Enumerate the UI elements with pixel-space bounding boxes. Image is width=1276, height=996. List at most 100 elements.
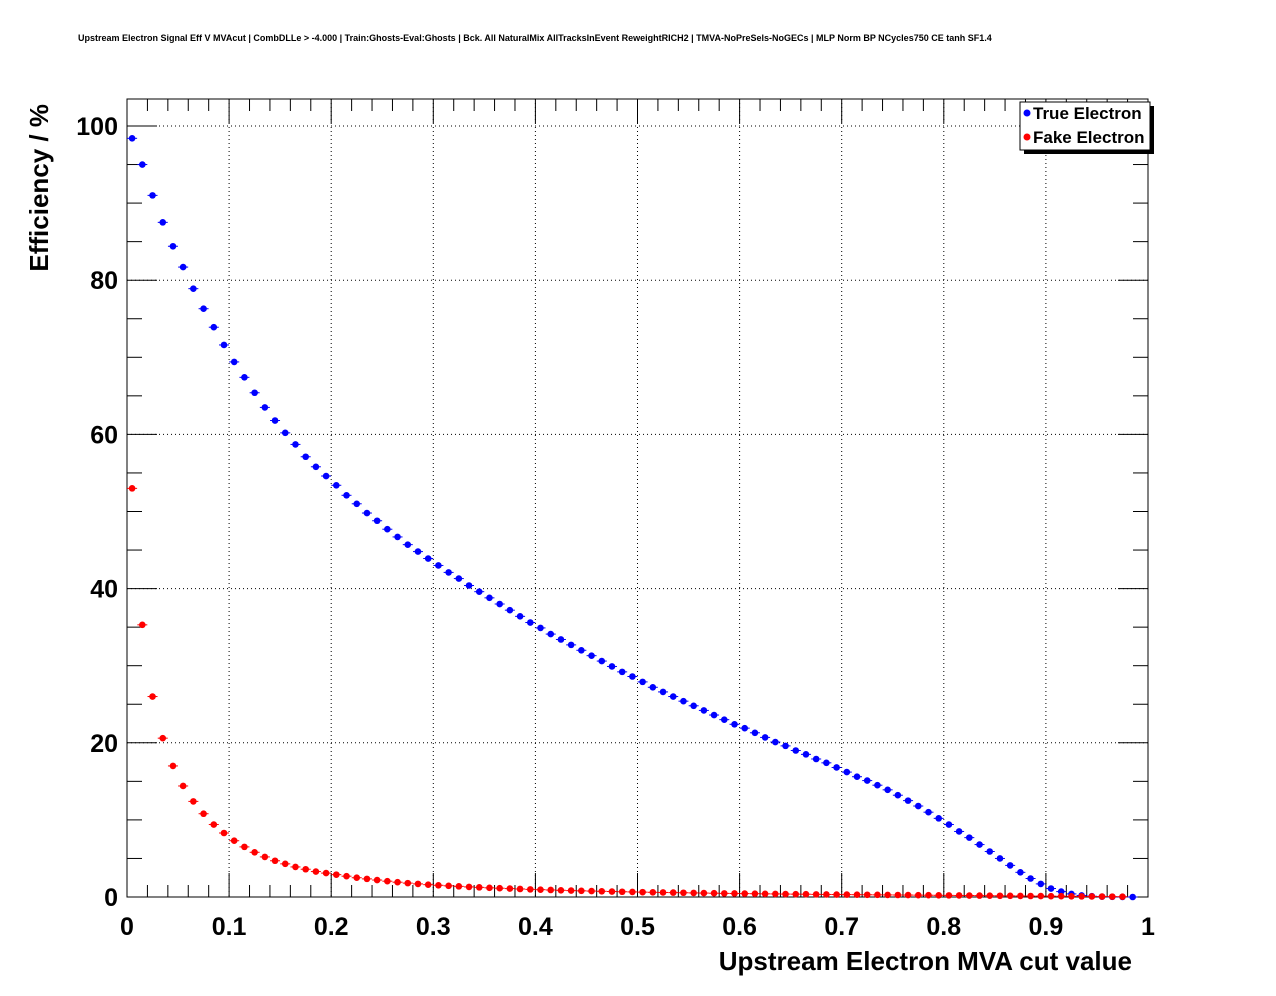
series-fake-electron	[127, 485, 1128, 900]
data-point	[322, 869, 330, 877]
data-point	[690, 702, 697, 710]
data-point	[516, 885, 524, 893]
data-point	[128, 135, 136, 142]
data-point	[1088, 893, 1096, 900]
data-point	[772, 890, 779, 898]
data-point	[363, 509, 371, 517]
axis-ticks	[126, 99, 1149, 898]
data-point	[1108, 893, 1116, 900]
x-tick-label: 0	[120, 913, 134, 941]
data-point	[700, 889, 708, 897]
data-point	[1017, 869, 1024, 876]
data-point	[159, 734, 167, 742]
data-point	[578, 646, 585, 654]
data-point	[833, 891, 840, 898]
data-point	[823, 891, 830, 898]
data-point	[1006, 862, 1014, 869]
data-point	[251, 848, 258, 856]
data-point	[445, 882, 452, 890]
data-point	[720, 890, 728, 897]
data-point	[424, 881, 432, 888]
data-point	[281, 429, 289, 437]
data-point	[200, 305, 207, 313]
data-point	[333, 481, 340, 489]
legend-box	[1019, 101, 1151, 151]
y-tick-label: 20	[90, 730, 118, 758]
data-point	[292, 441, 299, 448]
data-point	[424, 555, 432, 562]
data-point	[373, 517, 381, 525]
data-point	[363, 875, 371, 883]
data-point	[986, 892, 994, 899]
data-point	[966, 834, 973, 841]
data-point	[241, 374, 248, 381]
data-point	[782, 890, 789, 898]
legend-marker-fake-electron	[1023, 133, 1031, 141]
data-point	[925, 808, 932, 816]
series-layer	[127, 135, 1138, 901]
data-point	[863, 891, 871, 899]
x-tick-label: 0.8	[926, 913, 961, 941]
data-point	[139, 161, 146, 168]
legend-marker-true-electron	[1023, 109, 1031, 117]
tick-labels: 0 0.1 0.2 0.3 0.4 0.5 0.6 0.7 0.8 0.9 1 0 20 40 60 80 10…	[76, 113, 1155, 941]
data-point	[1119, 893, 1126, 900]
data-point	[230, 358, 238, 366]
data-point	[1098, 893, 1106, 900]
data-point	[455, 883, 463, 890]
data-point	[486, 884, 493, 892]
data-point	[404, 541, 412, 548]
data-point	[251, 389, 258, 397]
data-point	[659, 889, 667, 896]
data-point	[333, 871, 340, 878]
data-point	[169, 762, 177, 770]
data-point	[598, 887, 606, 895]
x-tick-label: 0.4	[518, 913, 553, 941]
data-point	[1027, 892, 1034, 900]
data-point	[1057, 888, 1065, 895]
x-tick-label: 0.5	[620, 913, 655, 941]
data-point	[241, 843, 248, 851]
data-point	[557, 636, 565, 643]
data-point	[149, 693, 156, 700]
data-point	[1129, 893, 1136, 901]
data-point	[863, 777, 871, 784]
y-tick-label: 0	[104, 884, 118, 912]
data-point	[588, 652, 595, 659]
series-true-electron	[127, 135, 1138, 901]
data-point	[639, 678, 646, 686]
data-point	[200, 810, 207, 818]
data-point	[914, 802, 922, 810]
data-point	[281, 860, 289, 868]
data-point	[537, 886, 544, 893]
data-point	[1047, 892, 1055, 900]
data-point	[955, 892, 963, 899]
data-point	[680, 889, 687, 897]
data-point	[384, 877, 391, 885]
data-point	[547, 886, 555, 894]
data-point	[884, 786, 891, 794]
data-point	[894, 891, 902, 899]
chart-title: Upstream Electron Signal Eff V MVAcut | …	[78, 33, 992, 43]
data-point	[230, 837, 238, 845]
data-point	[700, 707, 708, 714]
data-point	[220, 341, 228, 349]
data-point	[731, 720, 738, 728]
data-point	[914, 891, 922, 899]
data-point	[343, 872, 350, 880]
y-tick-label: 80	[90, 267, 118, 295]
data-point	[557, 886, 565, 894]
data-point	[1037, 892, 1045, 900]
data-point	[874, 781, 881, 789]
data-point	[618, 668, 626, 676]
data-point	[935, 892, 942, 899]
data-point	[128, 485, 136, 492]
data-point	[649, 683, 657, 691]
plot-frame	[126, 98, 1149, 898]
data-point	[629, 673, 636, 680]
data-point	[435, 562, 442, 569]
data-point	[384, 525, 391, 533]
data-point	[394, 533, 401, 541]
data-point	[843, 768, 851, 776]
